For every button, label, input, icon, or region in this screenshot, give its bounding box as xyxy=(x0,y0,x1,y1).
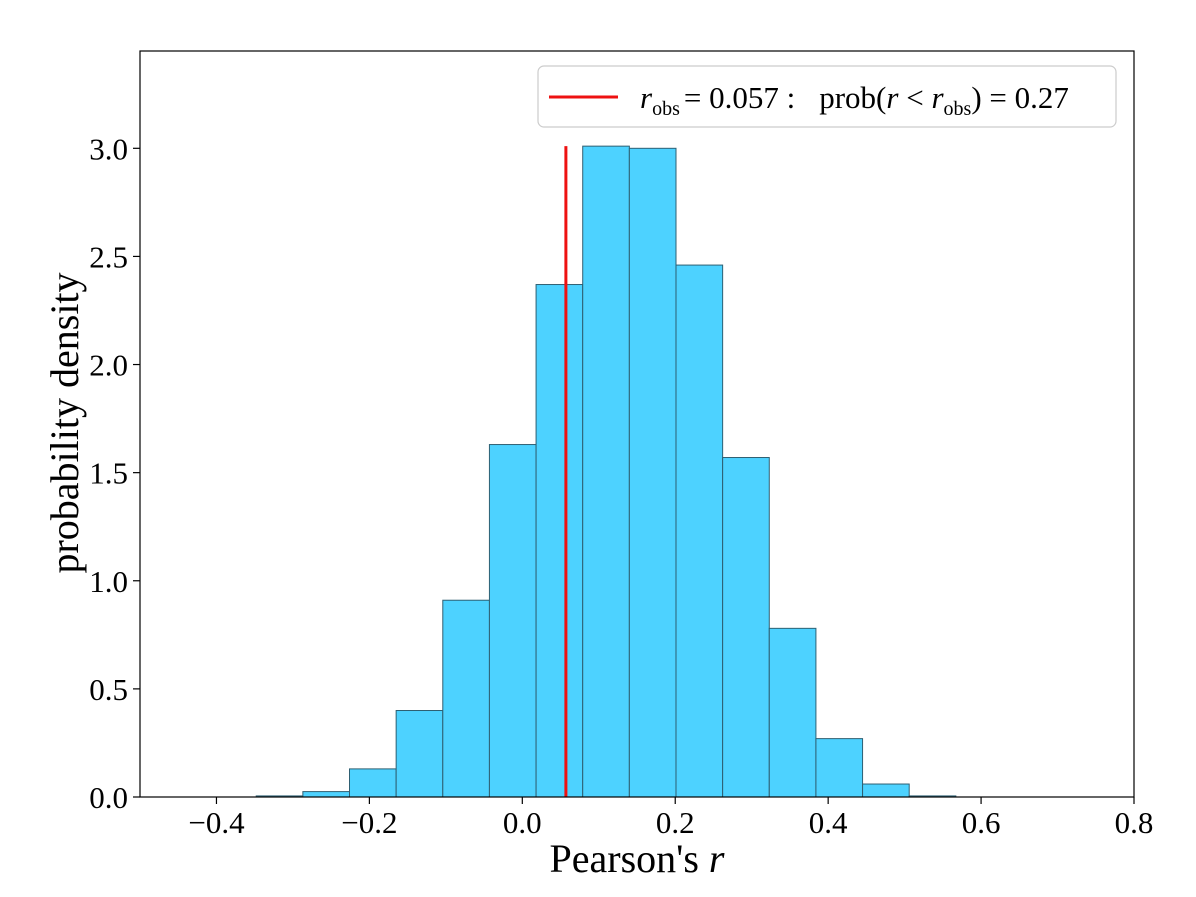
x-axis-label-text: Pearson's xyxy=(550,836,709,881)
y-axis-label: probability density xyxy=(42,272,87,573)
y-tick-label: 0.0 xyxy=(89,780,128,815)
x-axis-label-var: r xyxy=(709,836,725,881)
histogram-bar xyxy=(628,147,677,798)
legend-obs-subscript: obs xyxy=(652,98,680,120)
legend: robs = 0.057 : prob(r < robs) = 0.27 xyxy=(537,65,1117,128)
x-tick-label: 0.8 xyxy=(1115,805,1154,840)
histogram-bar xyxy=(675,264,724,798)
histogram-bar xyxy=(302,791,351,798)
y-tick-label: 2.0 xyxy=(89,348,128,383)
y-tick-label: 3.0 xyxy=(89,131,128,166)
histogram-bar xyxy=(768,627,817,798)
legend-r-symbol: r xyxy=(640,80,653,115)
histogram-bar xyxy=(862,783,910,798)
y-tick-label: 1.5 xyxy=(89,456,128,491)
histogram-bar xyxy=(442,599,490,798)
plot-frame xyxy=(139,50,1135,798)
legend-box xyxy=(537,65,1117,128)
y-tick-label: 2.5 xyxy=(89,239,128,274)
y-tick-label: 0.5 xyxy=(89,672,128,707)
legend-r-symbol-2: r xyxy=(886,80,899,115)
x-tick-label: 0.0 xyxy=(503,805,542,840)
x-tick-label: −0.2 xyxy=(341,805,397,840)
histogram-bar xyxy=(722,457,770,798)
histogram-bars xyxy=(255,145,957,798)
y-tick-label: 1.0 xyxy=(89,564,128,599)
y-axis-ticks: 0.0 0.5 1.0 1.5 2.0 2.5 3.0 xyxy=(89,131,140,815)
x-tick-label: 0.6 xyxy=(962,805,1001,840)
legend-obs-subscript-2: obs xyxy=(944,98,972,120)
x-tick-label: −0.4 xyxy=(188,805,245,840)
x-axis-ticks: −0.4 −0.2 0.0 0.2 0.4 0.6 0.8 xyxy=(188,797,1153,840)
legend-prob-prefix: prob( xyxy=(819,80,886,115)
histogram-bar xyxy=(488,444,537,798)
x-tick-label: 0.2 xyxy=(656,805,695,840)
histogram-bar xyxy=(582,145,630,798)
legend-prob-value: ) = 0.27 xyxy=(971,80,1069,115)
histogram-bar xyxy=(395,710,444,798)
legend-label: robs = 0.057 : prob(r < robs) = 0.27 xyxy=(640,80,1069,120)
legend-less-than: < xyxy=(898,80,931,115)
legend-r-symbol-3: r xyxy=(931,80,944,115)
histogram-bar xyxy=(815,738,864,798)
x-axis-label: Pearson's r xyxy=(550,836,725,881)
histogram-bar xyxy=(535,284,584,798)
x-tick-label: 0.4 xyxy=(809,805,848,840)
legend-observed-value: = 0.057 : xyxy=(684,80,795,115)
histogram-bar xyxy=(349,768,397,798)
